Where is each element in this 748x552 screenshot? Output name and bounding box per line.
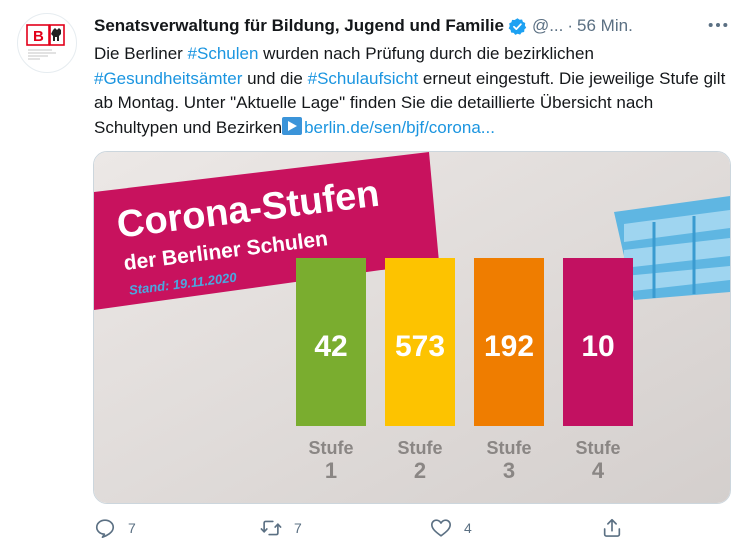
- stufe-number: 3: [503, 458, 515, 483]
- share-button[interactable]: [601, 515, 623, 541]
- text-segment: und die: [242, 68, 308, 88]
- share-icon: [603, 518, 621, 537]
- tweet-text: Die Berliner #Schulen wurden nach Prüfun…: [94, 42, 734, 140]
- hashtag-gesundheitsaemter[interactable]: #Gesundheitsämter: [94, 68, 243, 88]
- verified-badge-icon: [508, 17, 527, 35]
- hashtag-schulaufsicht[interactable]: #Schulaufsicht: [307, 68, 419, 88]
- tweet-media-image[interactable]: Corona-Stufen der Berliner Schulen Stand…: [93, 151, 731, 504]
- more-dots-icon: [708, 22, 728, 28]
- text-segment: Die Berliner: [94, 44, 188, 63]
- bar-stufe-1: [296, 258, 366, 426]
- reply-button[interactable]: 7: [94, 515, 136, 541]
- bar-stufe-2: [385, 258, 455, 426]
- heart-icon: [431, 519, 451, 537]
- text-segment: wurden nach Prüfung durch die bezirklich…: [258, 44, 594, 63]
- tweet-timestamp[interactable]: 56 Min.: [577, 16, 633, 35]
- like-button[interactable]: 4: [430, 515, 472, 541]
- external-link[interactable]: berlin.de/sen/bjf/corona...: [304, 117, 495, 137]
- retweet-count: 7: [294, 520, 302, 536]
- bar-stufe-3: [474, 258, 544, 426]
- stufe-label: Stufe: [398, 438, 443, 458]
- bar-value-label: 42: [314, 330, 347, 363]
- bar-value-label: 10: [581, 330, 614, 363]
- text-segment: erneut eingestuft. Die jeweilige Stufe g…: [94, 68, 726, 137]
- author-name[interactable]: Senatsverwaltung für Bildung, Jugend und…: [94, 16, 504, 35]
- building-illustration: [614, 196, 730, 300]
- play-emoji-icon: [282, 116, 303, 135]
- stufe-label: Stufe: [487, 438, 532, 458]
- bear-icon: [51, 28, 61, 41]
- stufe-label: Stufe: [576, 438, 621, 458]
- author-handle[interactable]: @...: [531, 16, 564, 35]
- bar-value-label: 573: [395, 330, 445, 363]
- stufe-number: 1: [325, 458, 337, 483]
- separator-dot: ·: [567, 16, 574, 35]
- bar-stufe-4: [563, 258, 633, 426]
- reply-count: 7: [128, 520, 136, 536]
- logo-letter: B: [33, 28, 44, 45]
- stufe-label: Stufe: [309, 438, 354, 458]
- tweet-actions: 7 7 4: [94, 515, 734, 541]
- like-count: 4: [464, 520, 472, 536]
- stufe-number: 4: [592, 458, 605, 483]
- corona-stufen-infographic: Corona-Stufen der Berliner Schulen Stand…: [94, 152, 730, 503]
- bar-value-label: 192: [484, 330, 534, 363]
- berlin-senate-logo: B: [26, 24, 65, 61]
- tweet-header: Senatsverwaltung für Bildung, Jugend und…: [94, 14, 633, 38]
- retweet-icon: [260, 520, 282, 536]
- reply-icon: [95, 519, 115, 538]
- retweet-button[interactable]: 7: [260, 515, 302, 541]
- hashtag-schulen[interactable]: #Schulen: [187, 44, 259, 63]
- avatar[interactable]: B: [17, 13, 77, 73]
- more-options-button[interactable]: [706, 14, 730, 36]
- stufe-number: 2: [414, 458, 426, 483]
